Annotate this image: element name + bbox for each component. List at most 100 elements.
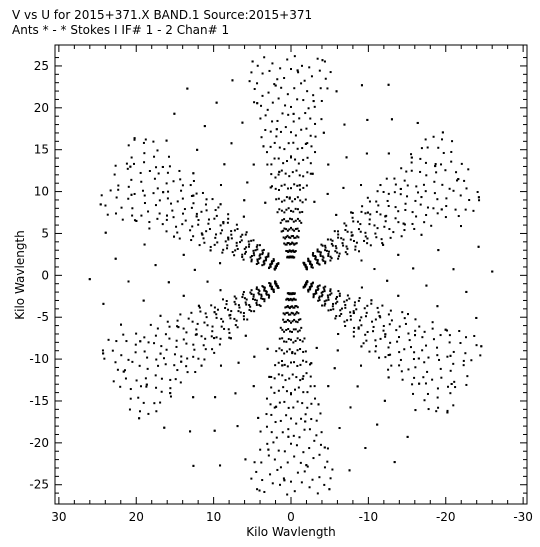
uv-point [196,322,199,325]
uv-point [270,431,273,434]
uv-point [125,162,128,165]
uv-point [415,185,418,188]
uv-point [241,255,244,258]
uv-point [323,300,326,303]
uv-point [315,258,318,261]
uv-point [295,305,298,308]
uv-point [397,221,400,224]
uv-point [281,328,284,331]
uv-point [227,213,230,216]
uv-point [437,249,440,252]
uv-point [309,288,312,291]
uv-point [277,449,280,452]
uv-point [424,161,427,164]
uv-point [302,286,305,289]
uv-point [285,414,288,417]
uv-point [374,350,377,353]
uv-point [147,210,150,213]
uv-point [293,318,296,321]
uv-point [205,316,208,319]
uv-point [207,218,210,221]
uv-point [309,385,312,388]
y-axis-label: Kilo Wavlength [13,230,27,320]
uv-point [426,146,429,149]
uv-point [279,221,282,224]
uv-point [223,327,226,330]
uv-point [219,224,222,227]
uv-point [288,243,291,246]
uv-point [432,135,435,138]
uv-point [220,325,223,328]
uv-point [368,223,371,226]
uv-point [263,286,266,289]
uv-point [278,170,281,173]
uv-point [276,78,279,81]
uv-point [303,428,306,431]
uv-point [145,383,148,386]
uv-point [244,458,247,461]
uv-point [157,172,160,175]
uv-point [255,299,258,302]
uv-point [178,169,181,172]
uv-point [267,293,270,296]
uv-point [262,263,265,266]
uv-point [249,256,252,259]
uv-point [273,157,276,160]
uv-point [285,340,288,343]
uv-point [366,330,369,333]
uv-point [331,239,334,242]
uv-point [410,169,413,172]
uv-point [283,77,286,80]
uv-point [318,476,321,479]
uv-point [436,212,439,215]
uv-point [319,412,322,415]
uv-point [330,292,333,295]
uv-point [384,335,387,338]
uv-point [253,310,256,313]
uv-point [323,304,326,307]
uv-point [127,197,130,200]
uv-point [357,327,360,330]
uv-point [122,333,125,336]
uv-point [253,101,256,104]
uv-point [329,288,332,291]
uv-point [290,417,292,420]
uv-point [169,395,172,398]
uv-point [327,250,330,253]
uv-point [290,187,292,190]
uv-point [104,204,107,207]
uv-point [369,244,372,247]
uv-point [444,216,447,219]
uv-point [242,293,245,296]
uv-point [382,243,385,246]
uv-point [238,306,241,309]
uv-point [259,256,262,259]
uv-point [412,392,415,395]
uv-point [219,203,222,206]
uv-point [352,312,355,315]
uv-point [285,311,288,314]
uv-point [144,377,147,380]
uv-point [227,238,230,241]
uv-point [314,122,317,125]
uv-point [322,259,325,262]
uv-point [318,284,321,287]
uv-point [195,333,198,336]
uv-point [320,431,323,434]
uv-point [366,211,369,214]
uv-point [346,253,349,256]
uv-point [324,260,327,263]
uv-point [366,237,369,240]
uv-point [301,210,304,213]
uv-point [302,359,305,362]
uv-point [146,356,149,359]
uv-point [138,410,141,413]
uv-point [141,189,144,192]
uv-point [300,481,303,484]
uv-point [306,268,309,271]
uv-point [256,82,259,85]
uv-point [269,145,272,148]
uv-point [292,306,295,309]
uv-point [387,205,390,208]
uv-point [279,466,282,469]
